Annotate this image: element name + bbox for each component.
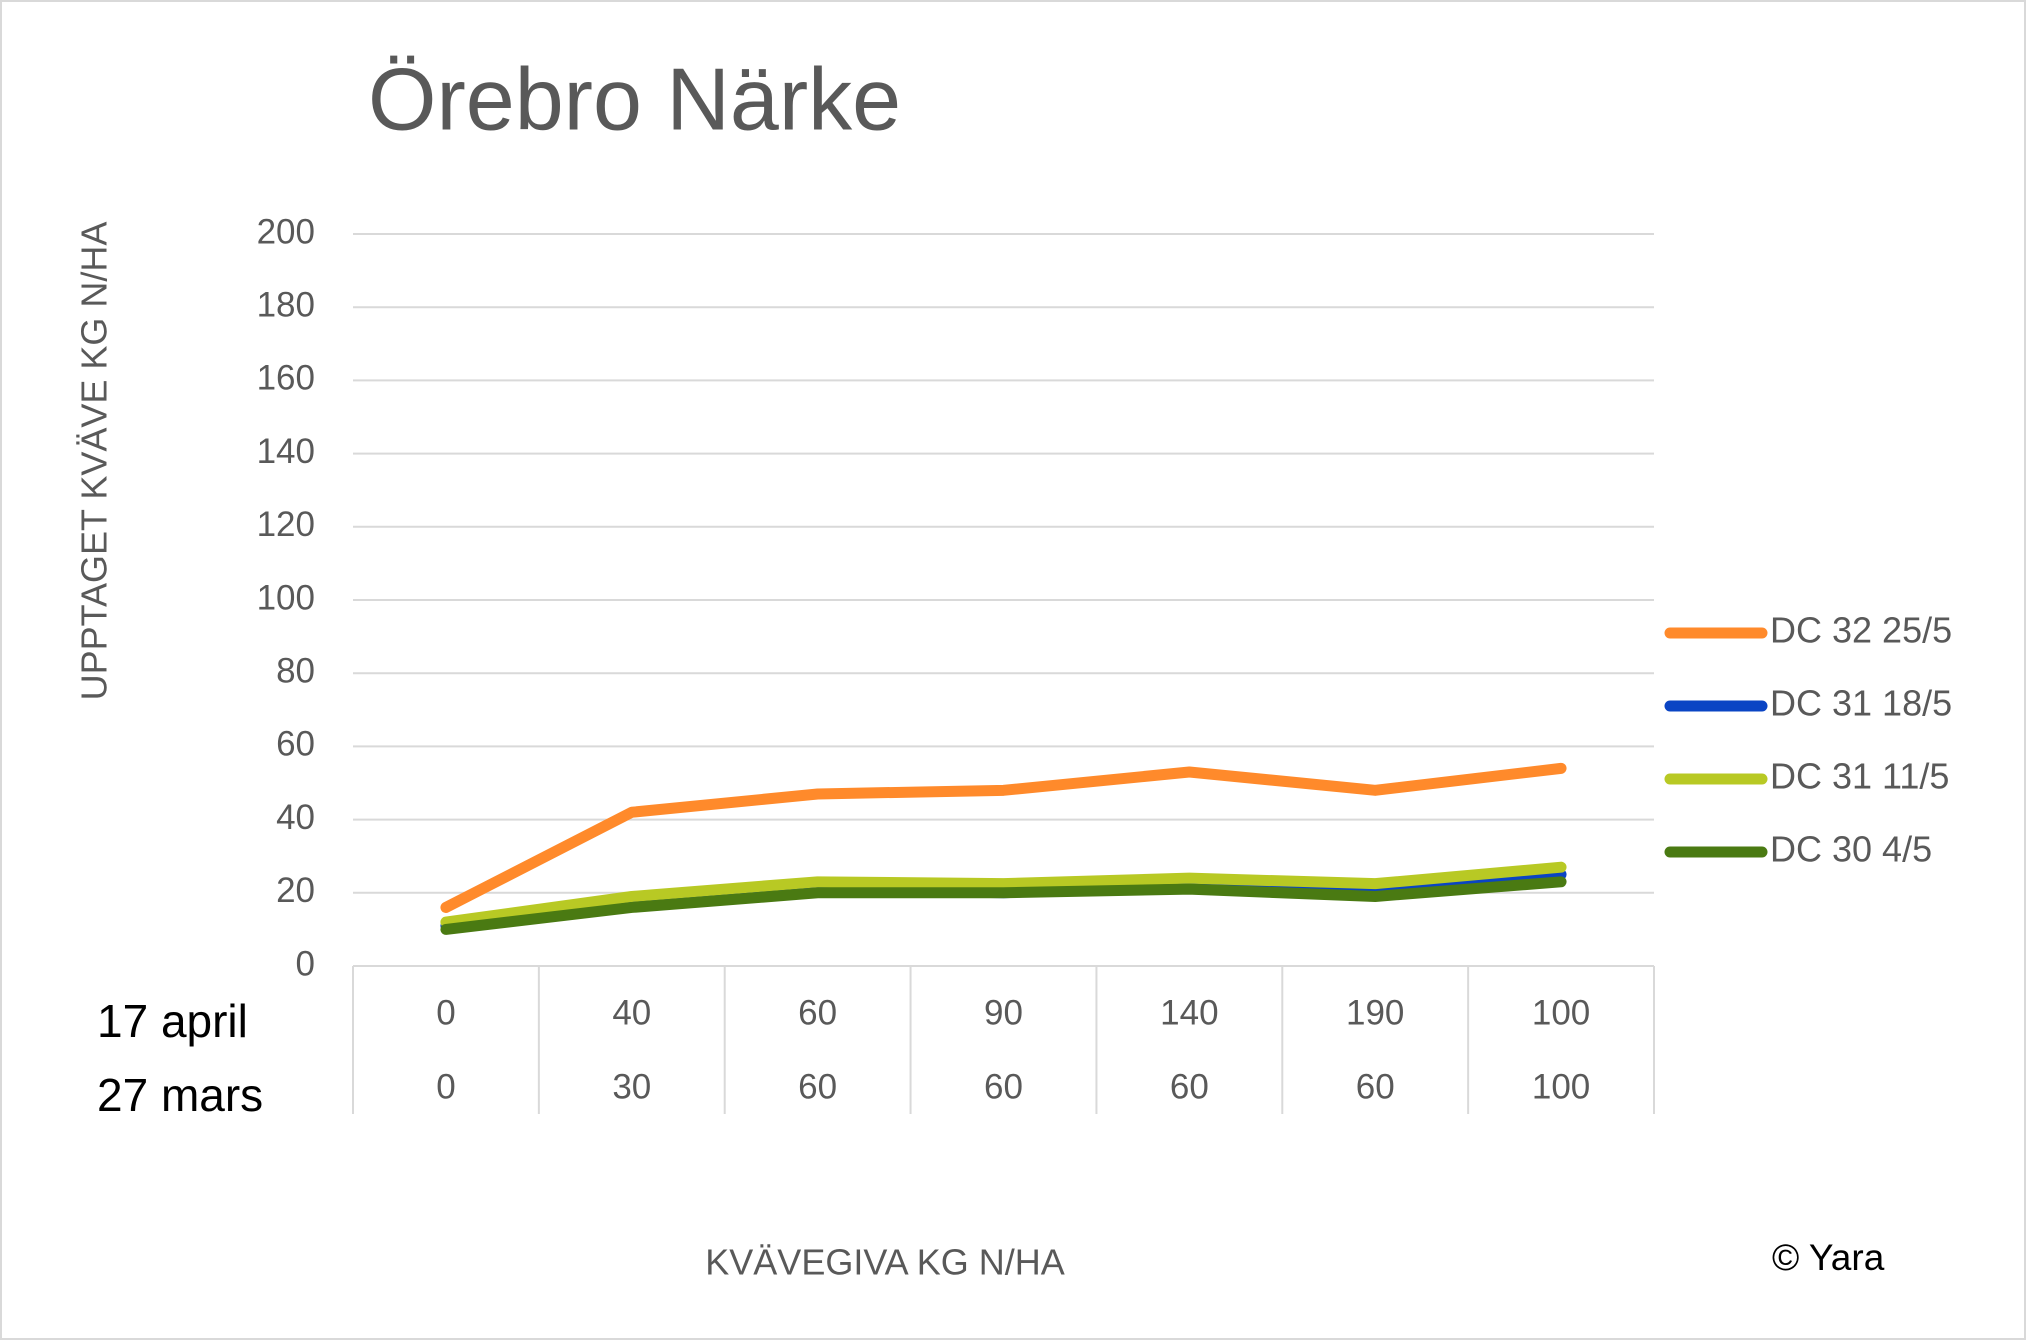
copyright: © Yara bbox=[1772, 1237, 1885, 1278]
y-tick-label: 100 bbox=[257, 578, 315, 617]
y-tick-label: 60 bbox=[276, 725, 315, 764]
category-level-label: 17 april bbox=[97, 995, 248, 1047]
legend-label: DC 32 25/5 bbox=[1770, 610, 1952, 651]
y-tick-label: 200 bbox=[257, 212, 315, 251]
category-level-label: 27 mars bbox=[97, 1069, 263, 1121]
y-tick-label: 160 bbox=[257, 359, 315, 398]
y-tick-label: 120 bbox=[257, 505, 315, 544]
x-tick-label: 60 bbox=[1170, 1067, 1209, 1106]
legend-label: DC 30 4/5 bbox=[1770, 829, 1932, 870]
y-tick-label: 20 bbox=[276, 871, 315, 910]
y-tick-label: 80 bbox=[276, 651, 315, 690]
x-tick-label: 60 bbox=[798, 1067, 837, 1106]
x-tick-label: 60 bbox=[798, 993, 837, 1032]
legend-label: DC 31 18/5 bbox=[1770, 683, 1952, 724]
x-axis-title: KVÄVEGIVA KG N/HA bbox=[705, 1242, 1064, 1283]
x-tick-label: 30 bbox=[612, 1067, 651, 1106]
x-tick-label: 90 bbox=[984, 993, 1023, 1032]
x-tick-label: 0 bbox=[436, 1067, 455, 1106]
x-tick-label: 100 bbox=[1532, 993, 1590, 1032]
x-tick-label: 0 bbox=[436, 993, 455, 1032]
x-tick-label: 40 bbox=[612, 993, 651, 1032]
x-tick-label: 60 bbox=[1356, 1067, 1395, 1106]
y-tick-label: 140 bbox=[257, 432, 315, 471]
y-axis-title: UPPTAGET KVÄVE KG N/HA bbox=[74, 222, 115, 701]
series-line bbox=[440, 876, 1567, 935]
x-tick-label: 100 bbox=[1532, 1067, 1590, 1106]
x-tick-label: 60 bbox=[984, 1067, 1023, 1106]
y-tick-label: 0 bbox=[296, 944, 315, 983]
series-line bbox=[440, 861, 1567, 928]
chart-title: Örebro Närke bbox=[368, 49, 901, 148]
x-tick-label: 190 bbox=[1346, 993, 1404, 1032]
legend-label: DC 31 11/5 bbox=[1770, 756, 1949, 797]
y-tick-label: 40 bbox=[276, 798, 315, 837]
series-line bbox=[440, 762, 1567, 913]
x-tick-label: 140 bbox=[1160, 993, 1218, 1032]
y-tick-label: 180 bbox=[257, 285, 315, 324]
